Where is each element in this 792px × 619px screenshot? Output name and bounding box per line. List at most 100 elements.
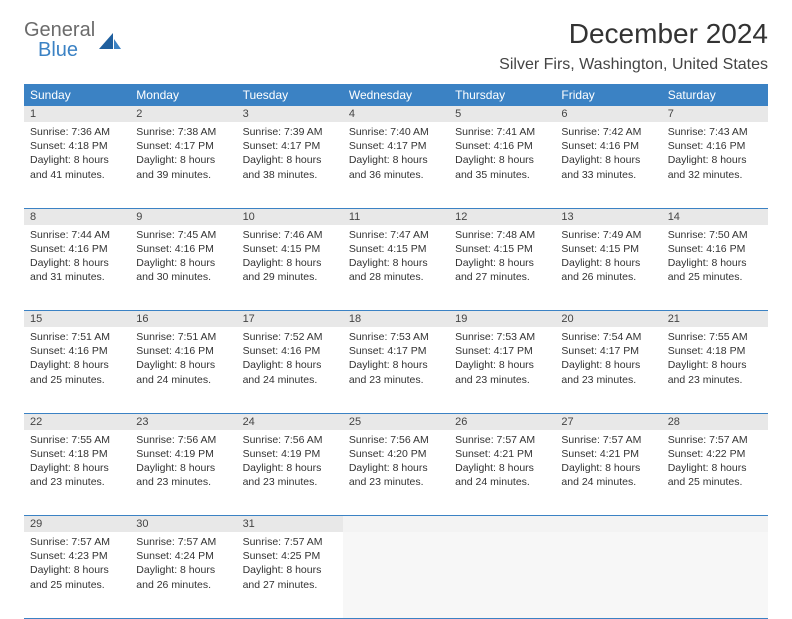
day-number-cell: 30 <box>130 516 236 533</box>
day-number-cell: 4 <box>343 106 449 122</box>
sunset-text: Sunset: 4:16 PM <box>30 242 124 256</box>
day-number-cell: 22 <box>24 413 130 430</box>
day-number-cell: 11 <box>343 208 449 225</box>
calendar-table: Sunday Monday Tuesday Wednesday Thursday… <box>24 84 768 619</box>
sunset-text: Sunset: 4:19 PM <box>243 447 337 461</box>
day1-text: Daylight: 8 hours <box>30 461 124 475</box>
sunrise-text: Sunrise: 7:53 AM <box>455 330 549 344</box>
day-number-cell <box>555 516 661 533</box>
day-number-cell: 20 <box>555 311 661 328</box>
day-content-row: Sunrise: 7:44 AMSunset: 4:16 PM Daylight:… <box>24 225 768 311</box>
sunset-text: Sunset: 4:17 PM <box>349 344 443 358</box>
sunset-text: Sunset: 4:15 PM <box>455 242 549 256</box>
day1-text: Daylight: 8 hours <box>455 461 549 475</box>
day-content-cell: Sunrise: 7:57 AMSunset: 4:21 PMDaylight:… <box>555 430 661 516</box>
day1-text: Daylight: 8 hours <box>455 256 549 270</box>
day-content-cell <box>449 532 555 618</box>
day1-text: Daylight: 8 hours <box>349 358 443 372</box>
sunset-text: Sunset: 4:23 PM <box>30 549 124 563</box>
day2-text: and 23 minutes. <box>136 475 230 489</box>
sunset-text: Sunset: 4:18 PM <box>30 447 124 461</box>
day1-text: Daylight: 8 hours <box>136 256 230 270</box>
day-number-cell: 16 <box>130 311 236 328</box>
sunrise-text: Sunrise: 7:41 AM <box>455 125 549 139</box>
weekday-header-row: Sunday Monday Tuesday Wednesday Thursday… <box>24 84 768 106</box>
day-number-cell: 19 <box>449 311 555 328</box>
sunrise-text: Sunrise: 7:56 AM <box>136 433 230 447</box>
day1-text: Daylight: 8 hours <box>136 358 230 372</box>
day-content-row: Sunrise: 7:51 AMSunset: 4:16 PMDaylight:… <box>24 327 768 413</box>
day-number-cell: 28 <box>662 413 768 430</box>
sunset-text: Sunset: 4:16 PM <box>668 139 762 153</box>
month-title: December 2024 <box>499 18 768 50</box>
day2-text: and 27 minutes. <box>455 270 549 284</box>
weekday-header: Wednesday <box>343 84 449 106</box>
day1-text: Daylight: 8 hours <box>349 461 443 475</box>
page-header: General Blue December 2024 Silver Firs, … <box>24 18 768 74</box>
day2-text: and 28 minutes. <box>349 270 443 284</box>
day-number-cell: 1 <box>24 106 130 122</box>
day-content-cell: Sunrise: 7:53 AMSunset: 4:17 PMDaylight:… <box>343 327 449 413</box>
day-content-cell: Sunrise: 7:57 AMSunset: 4:24 PMDaylight:… <box>130 532 236 618</box>
day2-text: and 23 minutes. <box>349 475 443 489</box>
day-content-cell <box>555 532 661 618</box>
sunrise-text: Sunrise: 7:55 AM <box>668 330 762 344</box>
sunrise-text: Sunrise: 7:56 AM <box>349 433 443 447</box>
day-content-cell: Sunrise: 7:56 AMSunset: 4:19 PMDaylight:… <box>130 430 236 516</box>
sunrise-text: Sunrise: 7:57 AM <box>668 433 762 447</box>
day-number-cell: 6 <box>555 106 661 122</box>
day2-text: and 32 minutes. <box>668 168 762 182</box>
logo: General Blue <box>24 18 121 60</box>
sunrise-text: Sunrise: 7:38 AM <box>136 125 230 139</box>
day1-text: Daylight: 8 hours <box>243 563 337 577</box>
sunset-text: Sunset: 4:16 PM <box>136 344 230 358</box>
weekday-header: Saturday <box>662 84 768 106</box>
sunrise-text: Sunrise: 7:42 AM <box>561 125 655 139</box>
day-number-cell: 29 <box>24 516 130 533</box>
sunrise-text: Sunrise: 7:57 AM <box>30 535 124 549</box>
day-content-cell: Sunrise: 7:55 AMSunset: 4:18 PMDaylight:… <box>24 430 130 516</box>
day-content-cell: Sunrise: 7:42 AMSunset: 4:16 PMDaylight:… <box>555 122 661 208</box>
day2-text: and 36 minutes. <box>349 168 443 182</box>
day1-text: Daylight: 8 hours <box>136 461 230 475</box>
day1-text: Daylight: 8 hours <box>30 153 124 167</box>
day2-text: and 24 minutes. <box>136 373 230 387</box>
sunrise-text: Sunrise: 7:47 AM <box>349 228 443 242</box>
day-number-cell: 8 <box>24 208 130 225</box>
sunrise-text: Sunrise: 7:56 AM <box>243 433 337 447</box>
sunrise-text: Sunrise: 7:40 AM <box>349 125 443 139</box>
day-content-cell: Sunrise: 7:56 AMSunset: 4:20 PMDaylight:… <box>343 430 449 516</box>
day-number-cell: 13 <box>555 208 661 225</box>
day2-text: and 39 minutes. <box>136 168 230 182</box>
day-number-cell: 27 <box>555 413 661 430</box>
day1-text: Daylight: 8 hours <box>561 256 655 270</box>
day-number-cell <box>662 516 768 533</box>
day-content-row: Sunrise: 7:36 AMSunset: 4:18 PMDaylight:… <box>24 122 768 208</box>
sunrise-text: Sunrise: 7:44 AM <box>30 228 124 242</box>
day-content-row: Sunrise: 7:57 AMSunset: 4:23 PMDaylight:… <box>24 532 768 618</box>
weekday-header: Sunday <box>24 84 130 106</box>
sunrise-text: Sunrise: 7:49 AM <box>561 228 655 242</box>
sunrise-text: Sunrise: 7:57 AM <box>561 433 655 447</box>
day-number-cell: 14 <box>662 208 768 225</box>
day2-text: and 26 minutes. <box>561 270 655 284</box>
day2-text: and 23 minutes. <box>455 373 549 387</box>
sunrise-text: Sunrise: 7:46 AM <box>243 228 337 242</box>
sunset-text: Sunset: 4:22 PM <box>668 447 762 461</box>
sunset-text: Sunset: 4:21 PM <box>455 447 549 461</box>
sunset-text: Sunset: 4:25 PM <box>243 549 337 563</box>
weekday-header: Tuesday <box>237 84 343 106</box>
sunset-text: Sunset: 4:17 PM <box>561 344 655 358</box>
sunrise-text: Sunrise: 7:48 AM <box>455 228 549 242</box>
day2-text: and 24 minutes. <box>455 475 549 489</box>
day-number-row: 22232425262728 <box>24 413 768 430</box>
day2-text: and 24 minutes. <box>561 475 655 489</box>
sunrise-text: Sunrise: 7:50 AM <box>668 228 762 242</box>
sunrise-text: Sunrise: 7:43 AM <box>668 125 762 139</box>
day1-text: Daylight: 8 hours <box>30 563 124 577</box>
day2-text: and 23 minutes. <box>561 373 655 387</box>
day-number-row: 15161718192021 <box>24 311 768 328</box>
sunrise-text: Sunrise: 7:39 AM <box>243 125 337 139</box>
day2-text: and 25 minutes. <box>668 270 762 284</box>
sunset-text: Sunset: 4:20 PM <box>349 447 443 461</box>
